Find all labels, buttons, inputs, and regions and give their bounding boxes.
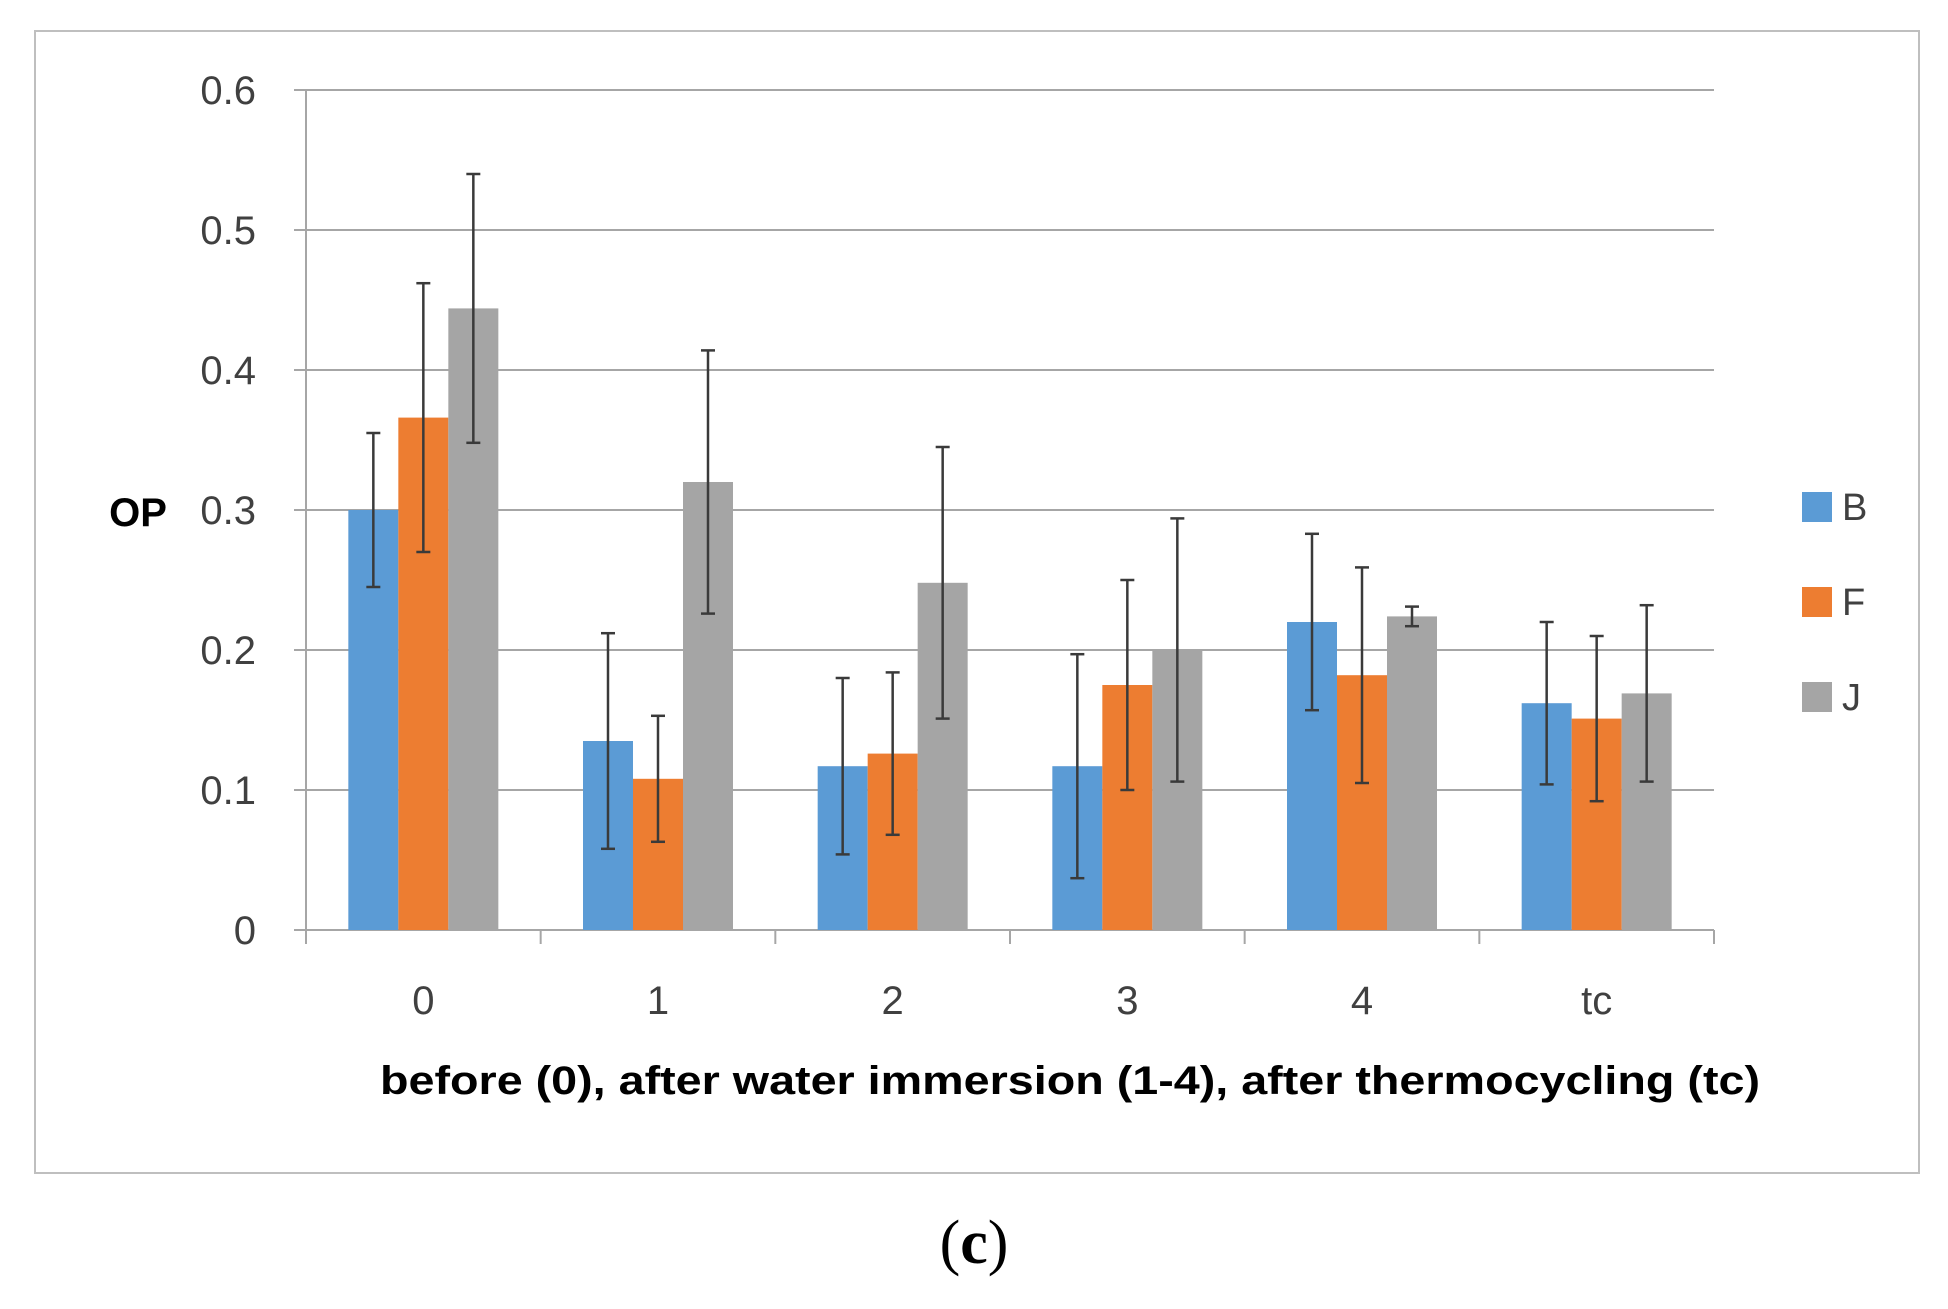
y-tick-label: 0.4: [200, 349, 256, 393]
legend-label-F: F: [1842, 582, 1865, 624]
x-tick-label: 4: [1351, 979, 1373, 1023]
legend-swatch-B: [1802, 492, 1832, 522]
y-tick-label: 0.5: [200, 209, 256, 253]
legend-swatch-J: [1802, 682, 1832, 712]
legend-label-B: B: [1842, 487, 1867, 529]
x-tick-label: tc: [1581, 979, 1612, 1023]
bar-J-4: [1387, 616, 1437, 930]
y-tick-label: 0.2: [200, 629, 256, 673]
x-tick-label: 2: [882, 979, 904, 1023]
caption-close: ): [987, 1209, 1009, 1277]
caption-letter: c: [960, 1209, 988, 1277]
x-tick-label: 1: [647, 979, 669, 1023]
legend-label-J: J: [1842, 677, 1861, 719]
x-tick-label: 0: [412, 979, 434, 1023]
legend-swatch-F: [1802, 587, 1832, 617]
y-axis-title: OP: [109, 491, 167, 535]
y-tick-label: 0.3: [200, 489, 256, 533]
y-tick-label: 0.6: [200, 69, 256, 113]
y-tick-label: 0.1: [200, 769, 256, 813]
caption-open: (: [939, 1209, 961, 1277]
y-tick-label: 0: [234, 909, 256, 953]
x-tick-label: 3: [1116, 979, 1138, 1023]
x-axis-title: before (0), after water immersion (1-4),…: [380, 1059, 1760, 1103]
figure-caption: (c): [0, 1208, 1948, 1279]
